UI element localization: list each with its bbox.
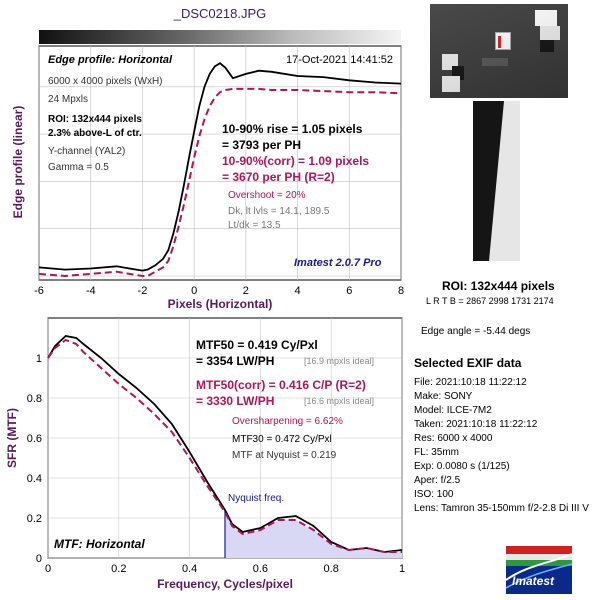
edge-x-tick-label: 8 <box>398 285 404 297</box>
exif-list: File: 2021:10:18 11:22:12 Make: SONY Mod… <box>414 377 600 517</box>
overshoot-text: Overshoot = 20% <box>228 190 306 201</box>
mtf-x-tick-label: 1 <box>399 563 405 575</box>
mtf50-line: MTF50 = 0.419 Cy/Pxl <box>196 338 318 352</box>
edge-corr-series-line <box>38 87 402 278</box>
rise-line: = 3793 per PH <box>222 138 302 152</box>
mtf-series-line <box>47 335 403 553</box>
ideal-label: [16.6 mpxls ideal] <box>304 396 375 406</box>
nyquist-mtf-text: MTF at Nyquist = 0.219 <box>232 450 337 461</box>
levels-line: Dk, lt lvls = 14.1, 189.5 <box>228 206 330 217</box>
exif-item: ISO: 100 <box>414 489 454 500</box>
exif-item: Lens: Tamron 35-150mm f/2-2.8 Di III V <box>414 503 589 514</box>
edge-x-axis-label: Pixels (Horizontal) <box>168 297 273 311</box>
roi-line: 2.3% above-L of ctr. <box>48 128 142 139</box>
edge-series-line <box>38 62 402 272</box>
edge-x-tick-label: 0 <box>191 285 197 297</box>
mtf-y-tick-label: 0.4 <box>27 473 42 485</box>
edge-x-tick-label: 6 <box>346 285 352 297</box>
mtf-y-tick-label: 0 <box>36 553 42 565</box>
ideal-label: [16.9 mpxls ideal] <box>304 356 375 366</box>
corr-line: = 3670 per PH (R=2) <box>222 170 335 184</box>
mtf-x-tick-label: 0.8 <box>324 563 339 575</box>
oversharpening-text: Oversharpening = 6.62% <box>232 416 343 427</box>
mtf50-corr-line: = 3330 LW/PH <box>196 394 275 408</box>
version-label: Imatest 2.0.7 Pro <box>294 257 382 269</box>
exif-item: FL: 35mm <box>414 447 460 458</box>
mtf-x-tick-label: 0.2 <box>111 563 126 575</box>
rise-line: 10-90% rise = 1.05 pixels <box>222 122 363 136</box>
roi-title: ROI: 132x444 pixels <box>442 279 555 293</box>
edge-header: Edge profile: Horizontal <box>48 54 173 66</box>
mtf-y-tick-label: 0.8 <box>27 393 42 405</box>
corr-line: 10-90%(corr) = 1.09 pixels <box>222 154 370 168</box>
levels-line: Lt/dk = 13.5 <box>228 220 281 231</box>
mtf-x-tick-label: 0.4 <box>182 563 197 575</box>
mtf-y-tick-label: 1 <box>36 353 42 365</box>
roi-coords: L R T B = 2867 2998 1731 2174 <box>426 296 554 306</box>
exif-item: Exp: 0.0080 s (1/125) <box>414 461 510 472</box>
mtf-corr-series-line <box>47 338 402 553</box>
exif-item: File: 2021:10:18 11:22:12 <box>414 377 527 388</box>
edge-info-line: 6000 x 4000 pixels (WxH) <box>48 76 163 87</box>
edge-x-tick-label: -6 <box>34 285 44 297</box>
edge-x-tick-label: 4 <box>295 285 301 297</box>
mtf-x-axis-label: Frequency, Cycles/pixel <box>157 577 293 591</box>
nyquist-label: Nyquist freq. <box>228 493 285 504</box>
mtf-title: MTF: Horizontal <box>54 537 145 551</box>
mtf50-line: = 3354 LW/PH <box>196 354 275 368</box>
exif-item: Make: SONY <box>414 391 473 402</box>
exif-item: Res: 6000 x 4000 <box>414 433 493 444</box>
mtf-y-tick-label: 0.2 <box>27 513 42 525</box>
edge-x-tick-label: -4 <box>86 285 96 297</box>
file-title: _DSC0218.JPG <box>173 6 267 21</box>
edge-datetime: 17-Oct-2021 14:41:52 <box>286 54 394 66</box>
imatest-logo: Imatest <box>506 546 572 594</box>
mtf50-corr-line: MTF50(corr) = 0.416 C/P (R=2) <box>196 378 366 392</box>
channel-line: Gamma = 0.5 <box>48 162 109 173</box>
gray-scale-bar <box>39 30 401 44</box>
edge-y-axis-label: Edge profile (linear) <box>11 106 25 219</box>
exif-item: Model: ILCE-7M2 <box>414 405 492 416</box>
mtf-x-tick-label: 0 <box>45 563 51 575</box>
edge-info-line: 24 Mpxls <box>48 94 89 105</box>
mtf30-text: MTF30 = 0.472 Cy/Pxl <box>232 434 332 445</box>
edge-angle: Edge angle = -5.44 degs <box>421 326 531 337</box>
mtf-x-tick-label: 0.6 <box>253 563 268 575</box>
exif-item: Aper: f/2.5 <box>414 475 461 486</box>
edge-x-tick-label: -2 <box>138 285 148 297</box>
mtf-y-axis-label: SFR (MTF) <box>5 408 19 468</box>
channel-line: Y-channel (YAL2) <box>48 146 126 157</box>
nyquist-area-fill <box>225 512 402 558</box>
exif-title: Selected EXIF data <box>414 356 522 370</box>
mtf-y-tick-label: 0.6 <box>27 433 42 445</box>
crop-image <box>430 4 568 98</box>
edge-x-tick-label: 2 <box>243 285 249 297</box>
exif-item: Taken: 2021:10:18 11:22:12 <box>414 419 538 430</box>
roi-image <box>473 101 520 261</box>
roi-line: ROI: 132x444 pixels <box>48 114 142 125</box>
logo-text: Imatest <box>512 574 555 588</box>
